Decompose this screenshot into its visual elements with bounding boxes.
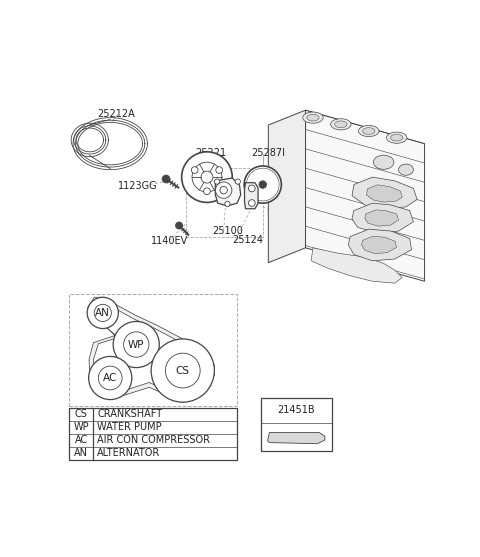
- Text: CS: CS: [176, 365, 190, 375]
- Text: AIR CON COMPRESSOR: AIR CON COMPRESSOR: [97, 436, 210, 445]
- Text: AN: AN: [96, 308, 110, 318]
- Ellipse shape: [331, 119, 351, 130]
- Polygon shape: [216, 178, 240, 206]
- Text: WP: WP: [73, 422, 89, 432]
- Text: ALTERNATOR: ALTERNATOR: [97, 448, 160, 458]
- Text: 1140EV: 1140EV: [151, 237, 188, 247]
- Polygon shape: [352, 203, 413, 233]
- Polygon shape: [365, 210, 398, 226]
- Text: AC: AC: [103, 373, 118, 383]
- Text: AC: AC: [75, 436, 88, 445]
- Polygon shape: [367, 185, 402, 202]
- Circle shape: [181, 152, 232, 202]
- Text: 1123GG: 1123GG: [118, 181, 157, 191]
- Text: CS: CS: [75, 409, 88, 419]
- Ellipse shape: [307, 114, 319, 121]
- Text: WATER PUMP: WATER PUMP: [97, 422, 162, 432]
- Circle shape: [220, 187, 228, 194]
- Circle shape: [113, 321, 159, 368]
- Text: AN: AN: [74, 448, 88, 458]
- Ellipse shape: [359, 125, 379, 136]
- Circle shape: [244, 166, 281, 203]
- Circle shape: [249, 185, 255, 192]
- Bar: [186, 168, 263, 237]
- Polygon shape: [267, 433, 325, 444]
- Text: 25221: 25221: [195, 148, 226, 158]
- Polygon shape: [268, 110, 305, 263]
- Polygon shape: [352, 177, 417, 209]
- Text: 21451B: 21451B: [277, 405, 315, 415]
- Ellipse shape: [373, 155, 394, 169]
- Bar: [261, 398, 332, 451]
- Circle shape: [204, 188, 210, 194]
- Text: 25212A: 25212A: [97, 109, 135, 119]
- Text: 25100: 25100: [213, 226, 243, 236]
- Polygon shape: [88, 297, 215, 402]
- Circle shape: [94, 304, 111, 321]
- Circle shape: [252, 173, 274, 196]
- Polygon shape: [348, 229, 411, 261]
- Circle shape: [192, 167, 198, 173]
- Ellipse shape: [303, 112, 323, 123]
- Polygon shape: [311, 248, 402, 283]
- Circle shape: [151, 339, 215, 402]
- Bar: [69, 294, 237, 406]
- Circle shape: [246, 168, 279, 201]
- Circle shape: [87, 297, 119, 329]
- Ellipse shape: [391, 134, 403, 141]
- Text: 25287I: 25287I: [251, 148, 285, 158]
- Circle shape: [249, 199, 255, 206]
- Text: WP: WP: [128, 340, 144, 350]
- Polygon shape: [361, 236, 396, 253]
- Ellipse shape: [335, 121, 347, 128]
- Text: 25124: 25124: [232, 236, 263, 246]
- Text: CRANKSHAFT: CRANKSHAFT: [97, 409, 162, 419]
- Circle shape: [89, 356, 132, 399]
- Circle shape: [192, 162, 222, 192]
- Circle shape: [98, 366, 122, 390]
- Circle shape: [123, 332, 149, 357]
- Circle shape: [259, 181, 266, 188]
- Circle shape: [166, 353, 200, 388]
- Bar: [69, 408, 237, 460]
- Ellipse shape: [362, 128, 375, 134]
- Circle shape: [216, 167, 223, 173]
- Circle shape: [225, 201, 230, 207]
- Circle shape: [235, 179, 240, 184]
- Circle shape: [249, 170, 277, 199]
- Circle shape: [162, 175, 170, 183]
- Ellipse shape: [398, 164, 413, 175]
- Polygon shape: [244, 183, 258, 209]
- Circle shape: [201, 171, 213, 183]
- Ellipse shape: [386, 132, 407, 143]
- Polygon shape: [305, 110, 424, 281]
- Circle shape: [215, 179, 219, 184]
- Circle shape: [176, 222, 182, 229]
- Circle shape: [216, 182, 232, 198]
